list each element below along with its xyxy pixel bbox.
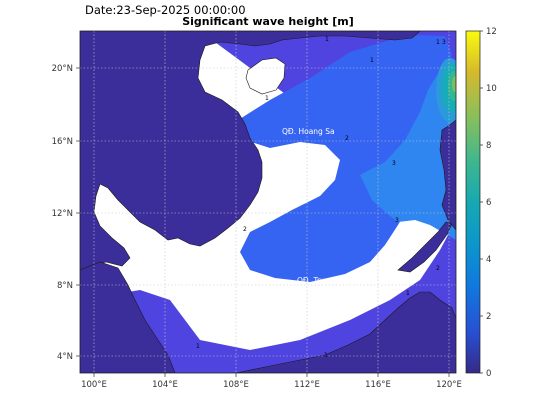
date-label: Date:23-Sep-2025 00:00:00 [85, 3, 246, 17]
lat-tick-label: 20°N [52, 64, 73, 74]
contour-label: 1 [324, 352, 328, 359]
colorbar-tick-label: 12 [486, 27, 497, 37]
contour-label: 2 [436, 265, 440, 272]
contour-label: 2 [243, 226, 247, 233]
lon-tick-label: 100°E [81, 380, 107, 390]
lat-tick-label: 4°N [57, 352, 73, 362]
lat-tick-label: 12°N [52, 209, 73, 219]
lat-tick-label: 8°N [57, 281, 73, 291]
contour-label: 1 [406, 290, 410, 297]
colorbar-tick-label: 2 [486, 312, 491, 322]
contour-label: 2 [345, 135, 349, 142]
contour-label: 1 [436, 39, 440, 46]
colorbar-tick-label: 10 [486, 84, 497, 94]
land-malay-peninsula [80, 261, 176, 373]
map-frame [79, 30, 457, 374]
lon-tick-label: 112°E [294, 380, 320, 390]
colorbar-tick-label: 4 [486, 255, 491, 265]
label-truong-sa: QĐ. Truong Sa [297, 276, 351, 285]
lon-tick-label: 104°E [152, 380, 178, 390]
contour-label: 3 [395, 217, 399, 224]
typhoon-contours [436, 58, 456, 122]
contour-label: 3 [442, 39, 446, 46]
land-borneo [235, 291, 456, 373]
lon-axis: 100°E 104°E 108°E 112°E 116°E 120°E [81, 373, 462, 390]
contour-label: 3 [392, 160, 396, 167]
contour-label: 1 [265, 95, 269, 102]
graticule [80, 31, 456, 373]
lon-tick-label: 116°E [365, 380, 391, 390]
contour-label: 1 [196, 343, 200, 350]
colorbar: 12 10 8 6 4 2 0 [465, 27, 497, 379]
lat-tick-label: 16°N [52, 137, 73, 147]
contour-label: 1 [370, 57, 374, 64]
colorbar-gradient [465, 30, 481, 374]
map-title: Significant wave height [m] [182, 15, 354, 28]
label-hoang-sa: QĐ. Hoang Sa [282, 127, 335, 136]
land-luzon [439, 119, 456, 231]
land-hainan [245, 57, 286, 95]
lon-tick-label: 120°E [436, 380, 462, 390]
colorbar-tick-label: 0 [486, 369, 491, 379]
lat-axis: 20°N 16°N 12°N 8°N 4°N [52, 64, 80, 362]
colorbar-tick-label: 8 [486, 141, 491, 151]
contour-label: 1 [325, 36, 329, 43]
sea-region-high [360, 62, 456, 240]
colorbar-tick-label: 6 [486, 198, 491, 208]
lon-tick-label: 108°E [223, 380, 249, 390]
contour-labels: 1 1 1 1 2 3 3 2 1 1 1 2 3 [196, 36, 446, 359]
